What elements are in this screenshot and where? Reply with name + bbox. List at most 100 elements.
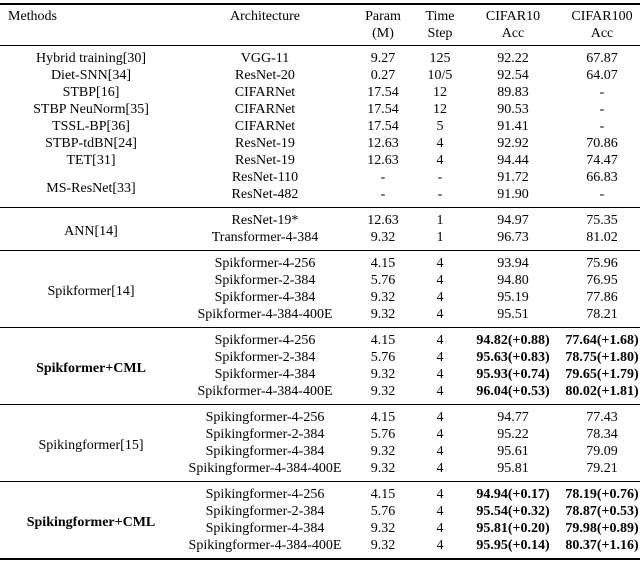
cifar10-acc-cell: 95.61 <box>497 444 529 459</box>
param-cell: 9.32 <box>370 230 396 245</box>
architecture-cell: Transformer-4-384 <box>211 230 319 245</box>
architecture-cell: Spikformer-4-384 <box>214 367 316 382</box>
cifar10-acc-cell: 94.82(+0.88) <box>476 333 550 348</box>
time-step-cell: 125 <box>429 51 451 66</box>
table-row: Hybrid training[30] VGG-11 9.27 125 92.22 67.… <box>0 46 640 68</box>
method-cell: TSSL-BP[36] <box>52 119 130 134</box>
param-cell: 5.76 <box>370 273 396 288</box>
cifar10-acc-cell: 95.19 <box>497 290 529 305</box>
time-step-cell: 4 <box>436 367 444 382</box>
table-row: Spikformer[14] Spikformer-4-256 4.15 4 93.94… <box>0 251 640 299</box>
time-step-cell: 4 <box>436 153 444 168</box>
param-cell: 9.32 <box>370 367 396 382</box>
cifar10-acc-cell: 96.73 <box>497 230 529 245</box>
table-section: Spikformer[14] Spikformer-4-256 4.15 4 93.94… <box>0 250 640 328</box>
table-section: Spikingformer[15] Spikingformer-4-256 4.15… <box>0 404 640 482</box>
architecture-cell: VGG-11 <box>240 51 290 66</box>
architecture-cell: CIFARNet <box>234 102 296 117</box>
cifar100-acc-cell: 76.95 <box>586 273 618 288</box>
cifar10-acc-cell: 95.22 <box>497 427 529 442</box>
cifar10-acc-cell: 96.04(+0.53) <box>476 384 550 399</box>
architecture-cell: Spikformer-4-384-400E <box>197 307 333 322</box>
method-cell: Spikingformer[15] <box>38 437 144 453</box>
cifar10-acc-cell: 90.53 <box>497 102 529 117</box>
table-row: Diet-SNN[34] ResNet-20 0.27 10/5 92.54 64.07 <box>0 67 640 84</box>
table-header: Methods Architecture Param (M) Time Step… <box>0 4 640 46</box>
architecture-cell: Spikingformer-4-384-400E <box>188 461 342 476</box>
cifar100-acc-cell: 79.65(+1.79) <box>565 367 639 382</box>
time-step-cell: 4 <box>436 273 444 288</box>
param-cell: 12.63 <box>367 153 399 168</box>
cifar10-acc-cell: 93.94 <box>497 256 529 271</box>
param-cell: - <box>380 170 386 185</box>
cifar100-acc-cell: 78.87(+0.53) <box>565 504 639 519</box>
table-row: Spikformer-2-384 5.76 4 95.63(+0.83) 78.75(+… <box>0 349 640 366</box>
param-cell: 12.63 <box>367 136 399 151</box>
table-row: TSSL-BP[36] CIFARNet 17.54 5 91.41 - <box>0 118 640 135</box>
cifar100-acc-cell: 78.75(+1.80) <box>565 350 639 365</box>
table-row: ANN[14] ResNet-19* 12.63 1 94.97 75.35 <box>0 208 640 239</box>
cifar10-acc-cell: 92.54 <box>497 68 529 83</box>
cifar100-acc-cell: - <box>599 187 605 202</box>
cifar100-acc-cell: 81.02 <box>586 230 618 245</box>
cifar100-acc-cell: 77.64(+1.68) <box>565 333 639 348</box>
cifar100-acc-cell: 75.35 <box>586 213 618 228</box>
cifar10-acc-cell: 94.94(+0.17) <box>476 487 550 502</box>
table-section: Spikingformer+CML Spikingformer-4-256 4.15… <box>0 481 640 560</box>
time-step-cell: 4 <box>436 307 444 322</box>
param-cell: 5.76 <box>370 350 396 365</box>
time-step-cell: 4 <box>436 521 444 536</box>
table-row: Transformer-4-384 9.32 1 96.73 81.02 <box>0 229 640 251</box>
header-row: Methods Architecture Param (M) Time Step… <box>0 4 640 46</box>
param-cell: - <box>380 187 386 202</box>
col-header-cifar10: CIFAR10 Acc <box>462 4 564 46</box>
architecture-cell: Spikformer-2-384 <box>214 273 316 288</box>
architecture-cell: Spikingformer-4-384 <box>205 444 325 459</box>
architecture-cell: CIFARNet <box>234 85 296 100</box>
table-row: Spikingformer[15] Spikingformer-4-256 4.15… <box>0 405 640 453</box>
cifar10-acc-cell: 91.41 <box>497 119 529 134</box>
param-cell: 4.15 <box>370 256 396 271</box>
architecture-cell: Spikingformer-4-256 <box>205 487 325 502</box>
cifar100-acc-cell: 77.43 <box>586 410 618 425</box>
cifar10-acc-cell: 95.51 <box>497 307 529 322</box>
cifar100-acc-cell: 64.07 <box>586 68 618 83</box>
table-row: STBP NeuNorm[35] CIFARNet 17.54 12 90.53 - <box>0 101 640 118</box>
method-cell: Spikformer[14] <box>47 283 135 299</box>
cifar100-acc-cell: 74.47 <box>586 153 618 168</box>
architecture-cell: Spikingformer-4-384 <box>205 521 325 536</box>
cifar100-acc-cell: - <box>599 119 605 134</box>
param-cell: 4.15 <box>370 487 396 502</box>
param-cell: 17.54 <box>367 119 399 134</box>
time-step-cell: 1 <box>436 213 444 228</box>
param-cell: 9.32 <box>370 538 396 553</box>
architecture-cell: Spikingformer-2-384 <box>205 427 325 442</box>
col-header-label: Time <box>425 9 455 24</box>
param-cell: 5.76 <box>370 427 396 442</box>
method-cell: TET[31] <box>66 153 116 168</box>
results-table: Methods Architecture Param (M) Time Step… <box>0 3 640 560</box>
table-row: Spikformer-4-384 9.32 4 95.19 77.86 <box>0 289 640 306</box>
col-header-architecture: Architecture <box>182 4 348 46</box>
cifar100-acc-cell: 80.37(+1.16) <box>565 538 639 553</box>
table-row: TET[31] ResNet-19 12.63 4 94.44 74.47 <box>0 152 640 169</box>
param-cell: 17.54 <box>367 102 399 117</box>
col-header-label: CIFAR10 <box>485 9 541 24</box>
col-header-cifar100: CIFAR100 Acc <box>564 4 640 46</box>
cifar100-acc-cell: 78.21 <box>586 307 618 322</box>
architecture-cell: CIFARNet <box>234 119 296 134</box>
param-cell: 9.32 <box>370 384 396 399</box>
method-cell: STBP[16] <box>62 85 120 100</box>
architecture-cell: Spikformer-4-256 <box>214 333 316 348</box>
cifar100-acc-cell: 79.09 <box>586 444 618 459</box>
cifar10-acc-cell: 94.80 <box>497 273 529 288</box>
param-cell: 4.15 <box>370 410 396 425</box>
time-step-cell: 4 <box>436 410 444 425</box>
table-row: Spikingformer-4-384-400E 9.32 4 95.81 79.21 <box>0 460 640 482</box>
table-row: MS-ResNet[33] ResNet-110 - - 91.72 66.83 <box>0 169 640 196</box>
param-cell: 9.27 <box>370 51 396 66</box>
method-cell: Diet-SNN[34] <box>50 68 132 83</box>
cifar10-acc-cell: 95.81 <box>497 461 529 476</box>
time-step-cell: 12 <box>433 85 447 100</box>
